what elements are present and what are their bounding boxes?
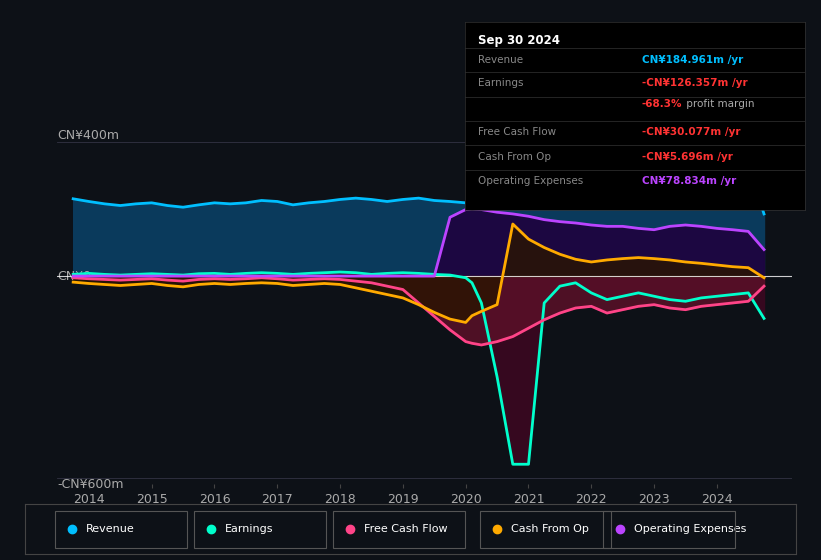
Text: CN¥0: CN¥0: [57, 269, 91, 283]
Text: CN¥184.961m /yr: CN¥184.961m /yr: [642, 55, 743, 65]
Text: -CN¥126.357m /yr: -CN¥126.357m /yr: [642, 78, 747, 88]
Text: Earnings: Earnings: [479, 78, 524, 88]
Text: CN¥78.834m /yr: CN¥78.834m /yr: [642, 176, 736, 186]
Text: Revenue: Revenue: [479, 55, 524, 65]
Text: -CN¥600m: -CN¥600m: [57, 478, 124, 491]
Text: Sep 30 2024: Sep 30 2024: [479, 34, 560, 46]
Text: Revenue: Revenue: [86, 524, 135, 534]
Text: Operating Expenses: Operating Expenses: [479, 176, 584, 186]
Text: -CN¥5.696m /yr: -CN¥5.696m /yr: [642, 152, 732, 161]
Text: -CN¥30.077m /yr: -CN¥30.077m /yr: [642, 127, 741, 137]
Text: profit margin: profit margin: [683, 99, 754, 109]
Text: -68.3%: -68.3%: [642, 99, 682, 109]
Text: Free Cash Flow: Free Cash Flow: [479, 127, 557, 137]
Text: Earnings: Earnings: [225, 524, 273, 534]
Text: Cash From Op: Cash From Op: [511, 524, 589, 534]
Text: Operating Expenses: Operating Expenses: [635, 524, 746, 534]
Text: Free Cash Flow: Free Cash Flow: [365, 524, 447, 534]
Text: Cash From Op: Cash From Op: [479, 152, 552, 161]
Text: CN¥400m: CN¥400m: [57, 129, 120, 142]
